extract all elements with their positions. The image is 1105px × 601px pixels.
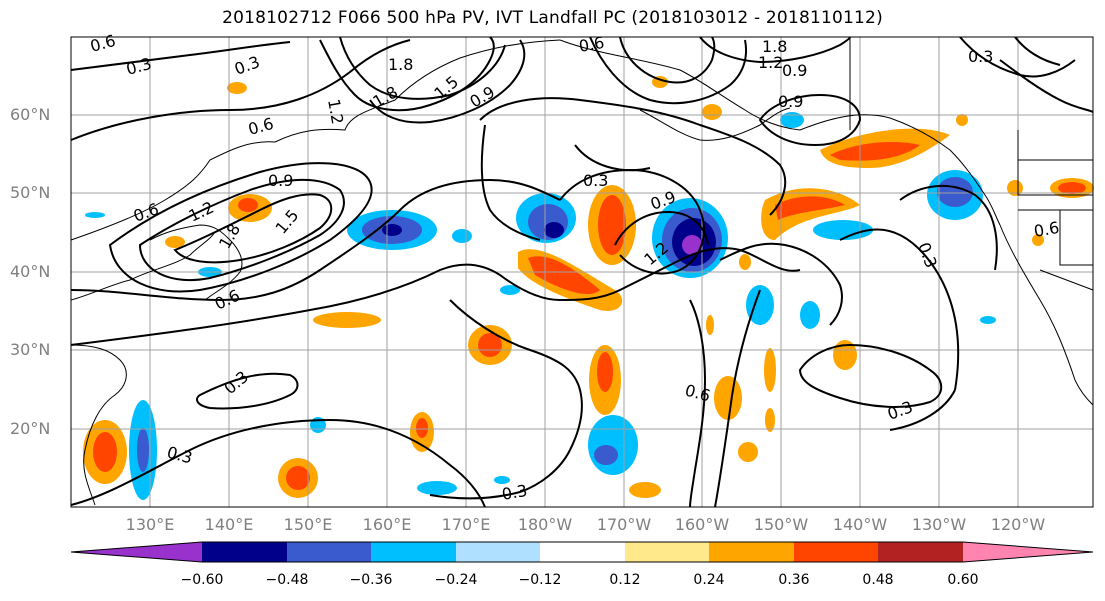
contour-label: 0.9 bbox=[268, 171, 293, 190]
colorbar-segment bbox=[540, 542, 625, 562]
contour-label: 1.8 bbox=[762, 37, 787, 56]
colorbar-segment bbox=[794, 542, 878, 562]
lon-label: 120°W bbox=[990, 515, 1046, 534]
lat-label: 40°N bbox=[10, 262, 51, 281]
lon-label: 180°W bbox=[517, 515, 573, 534]
colorbar-tick: −0.60 bbox=[180, 572, 224, 588]
contour-label: 0.3 bbox=[583, 171, 608, 190]
lon-label: 160°E bbox=[362, 515, 412, 534]
colorbar-tick: −0.48 bbox=[265, 572, 309, 588]
map-title: 2018102712 F066 500 hPa PV, IVT Landfall… bbox=[222, 8, 883, 28]
contour-label: 1.2 bbox=[324, 97, 347, 125]
map-panel: 0.6 0.3 0.3 1.8 0.6 1.8 1.2 0.9 0.3 1.2 … bbox=[70, 31, 1094, 508]
contour-label: 0.9 bbox=[778, 92, 803, 111]
colorbar-segment bbox=[371, 542, 456, 562]
colorbar-tick: −0.12 bbox=[518, 572, 562, 588]
lon-label: 150°W bbox=[753, 515, 809, 534]
colorbar-segment bbox=[625, 542, 709, 562]
lat-label: 30°N bbox=[10, 340, 51, 359]
contour-label: 0.3 bbox=[968, 47, 993, 66]
colorbar-tick: −0.36 bbox=[349, 572, 393, 588]
colorbar-segment bbox=[202, 542, 287, 562]
colorbar-segment bbox=[71, 542, 202, 562]
colorbar-tick: 0.36 bbox=[778, 572, 810, 588]
colorbar-tick: −0.24 bbox=[434, 572, 478, 588]
colorbar-tick: 0.48 bbox=[862, 572, 894, 588]
contour-label: 0.3 bbox=[500, 481, 528, 504]
lon-label: 130°W bbox=[911, 515, 967, 534]
map-gridlines bbox=[71, 37, 1093, 507]
contour-label: 1.2 bbox=[758, 53, 783, 72]
colorbar-tick: 0.60 bbox=[947, 572, 979, 588]
colorbar-segment bbox=[287, 542, 371, 562]
colorbar-segment bbox=[963, 542, 1093, 562]
colorbar-tick: 0.12 bbox=[609, 572, 641, 588]
contour-label: 0.6 bbox=[1032, 218, 1060, 241]
positive-anomaly-shading bbox=[83, 76, 1094, 498]
lon-label: 140°E bbox=[204, 515, 254, 534]
colorbar-segment bbox=[878, 542, 963, 562]
pv-contours bbox=[70, 36, 1094, 508]
lon-label: 150°E bbox=[283, 515, 333, 534]
colorbar bbox=[70, 541, 1094, 563]
map-frame bbox=[70, 36, 1094, 508]
lat-label: 50°N bbox=[10, 183, 51, 202]
lon-label: 130°E bbox=[125, 515, 175, 534]
coastlines bbox=[70, 37, 1094, 506]
colorbar-segment bbox=[456, 542, 540, 562]
lon-label: 170°W bbox=[596, 515, 652, 534]
contour-label: 0.9 bbox=[782, 61, 807, 80]
lon-label: 140°W bbox=[832, 515, 888, 534]
contour-label: 0.6 bbox=[577, 33, 605, 56]
colorbar-tick: 0.24 bbox=[693, 572, 725, 588]
colorbar-segment bbox=[709, 542, 794, 562]
lon-label: 170°E bbox=[441, 515, 491, 534]
lat-label: 60°N bbox=[10, 105, 51, 124]
lon-label: 160°W bbox=[674, 515, 730, 534]
lat-label: 20°N bbox=[10, 419, 51, 438]
colorbar-outline bbox=[70, 541, 1094, 563]
contour-label: 1.8 bbox=[388, 55, 413, 74]
negative-anomaly-shading bbox=[85, 112, 996, 500]
